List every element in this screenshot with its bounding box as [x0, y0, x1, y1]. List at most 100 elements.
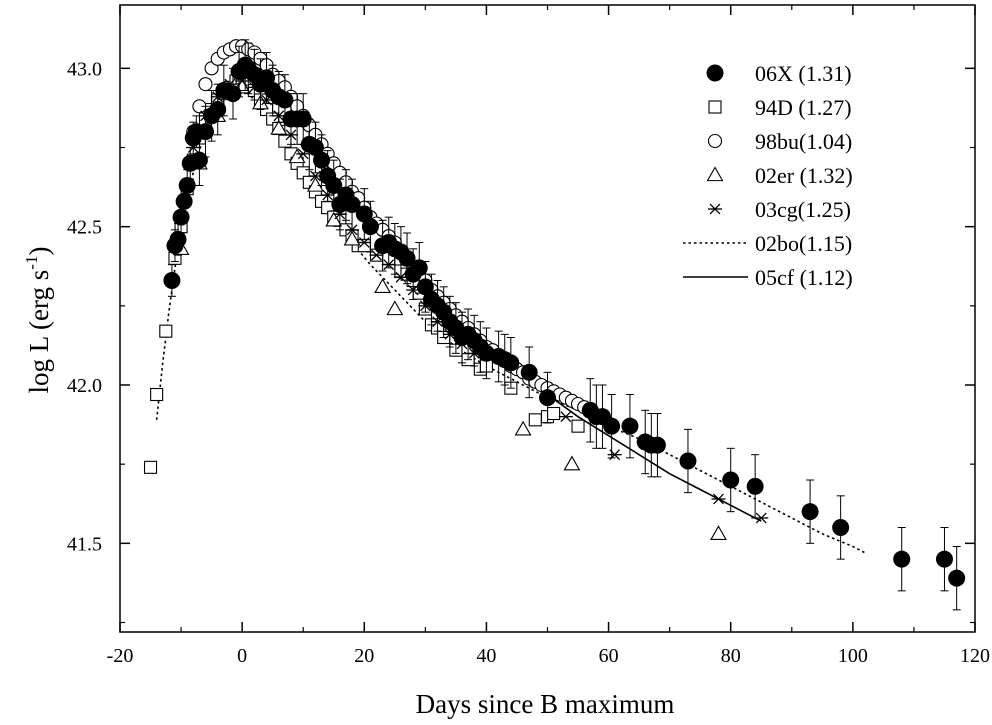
data-point-02er	[514, 420, 532, 436]
data-point-06x	[539, 389, 556, 407]
legend-swatch-marker	[706, 64, 724, 82]
legend-label: 06X (1.31)	[755, 61, 852, 86]
data-point-06x	[178, 177, 196, 194]
data-point-02er	[563, 455, 581, 471]
x-axis: -20 0 20 40 60 80 100 120	[107, 5, 990, 667]
y-axis-label-main: log L (erg s	[24, 270, 54, 394]
legend-label: 98bu(1.04)	[755, 129, 852, 154]
x-tick-label: 100	[838, 645, 868, 667]
legend-swatch-marker	[706, 166, 724, 182]
x-tick-label: 60	[599, 645, 619, 667]
data-point-94d	[571, 419, 585, 433]
data-point-94d	[528, 413, 542, 427]
legend-swatch-marker	[707, 133, 723, 149]
data-point-06x	[935, 550, 953, 568]
data-point-02er	[374, 278, 392, 294]
y-tick-label: 43.0	[67, 58, 102, 80]
asterisk-stroke	[560, 411, 572, 423]
data-point-02er	[343, 230, 361, 246]
data-point-94d	[159, 324, 173, 338]
data-point-06x	[355, 205, 373, 223]
data-point-03cg125	[558, 411, 573, 423]
data-point-06x	[621, 417, 639, 435]
plot-area	[143, 39, 966, 611]
data-point-06x	[190, 151, 208, 169]
data-point-94d	[143, 460, 158, 474]
legend-entry-94d: 94D (1.27)	[708, 95, 852, 120]
legend-label: 05cf (1.12)	[755, 265, 853, 290]
legend-entry-02bo115: 02bo(1.15)	[683, 231, 852, 256]
data-point-06x	[679, 452, 697, 470]
data-point-06x	[398, 249, 416, 267]
series-02er	[172, 78, 727, 541]
legend-entry-03cg125: 03cg(1.25)	[708, 197, 851, 222]
data-point-94d	[547, 406, 561, 421]
asterisk-stroke	[755, 512, 767, 524]
x-tick-label: -20	[107, 645, 134, 667]
data-point-02er	[306, 176, 324, 192]
x-axis-label: Days since B maximum	[416, 689, 675, 719]
legend-entry-06x: 06X (1.31)	[706, 61, 852, 86]
data-point-02er	[270, 119, 288, 135]
data-point-06x	[361, 218, 379, 236]
x-tick-label: 80	[721, 645, 741, 667]
data-point-06x	[294, 110, 312, 128]
legend-entry-98bu104: 98bu(1.04)	[707, 129, 852, 154]
data-point-06x	[343, 196, 361, 213]
legend-swatch-marker	[708, 203, 722, 215]
data-point-06x	[306, 139, 324, 156]
data-point-06x	[209, 101, 227, 118]
data-point-02er	[710, 525, 727, 541]
x-tick-label: 20	[354, 645, 374, 667]
x-tick-label: 0	[237, 645, 247, 667]
legend: 06X (1.31) 94D (1.27) 98bu(1.04) 02er (1.32…	[683, 61, 853, 290]
data-point-06x	[410, 259, 428, 277]
data-point-06x	[258, 69, 276, 87]
data-point-06x	[520, 363, 538, 381]
data-point-94d	[150, 387, 164, 402]
legend-entry-02er: 02er (1.32)	[706, 163, 853, 188]
data-point-06x	[722, 471, 740, 489]
data-point-06x	[325, 177, 343, 194]
y-axis-label-sup: -1	[22, 256, 41, 270]
data-point-06x	[313, 151, 331, 169]
data-point-06x	[416, 278, 434, 296]
data-point-03cg125	[711, 493, 726, 505]
legend-label: 02er (1.32)	[755, 163, 853, 188]
legend-label: 03cg(1.25)	[755, 197, 851, 222]
data-point-06x	[502, 354, 520, 372]
data-point-94d	[357, 239, 371, 253]
data-point-06x	[648, 436, 666, 454]
y-tick-label: 42.5	[67, 217, 102, 239]
data-point-06x	[832, 519, 850, 536]
data-point-06x	[169, 230, 187, 248]
data-point-06x	[603, 417, 621, 435]
data-point-06x	[801, 503, 819, 521]
data-point-06x	[197, 123, 214, 141]
series-06x	[163, 39, 966, 611]
x-tick-label: 120	[960, 645, 990, 667]
data-point-06x	[224, 85, 242, 103]
data-point-06x	[893, 550, 911, 568]
data-point-98bu104	[198, 77, 213, 92]
data-point-06x	[948, 569, 966, 587]
y-axis-label: log L (erg s-1)	[22, 247, 54, 394]
data-point-02er	[325, 211, 343, 227]
legend-label: 02bo(1.15)	[755, 231, 852, 256]
y-tick-label: 42.0	[67, 375, 102, 397]
y-tick-label: 41.5	[67, 533, 102, 555]
data-point-06x	[163, 272, 181, 289]
data-point-02er	[386, 300, 404, 316]
y-axis: 41.5 42.0 42.5 43.0	[67, 58, 975, 624]
series-03cg125	[186, 75, 769, 524]
x-tick-label: 40	[476, 645, 496, 667]
y-axis-label-close: )	[24, 247, 54, 256]
legend-entry-05cf: 05cf (1.12)	[683, 265, 853, 290]
data-point-06x	[276, 91, 294, 109]
legend-label: 94D (1.27)	[755, 95, 852, 120]
data-point-06x	[746, 477, 764, 495]
asterisk-stroke	[709, 203, 721, 215]
legend-swatch-marker	[708, 100, 722, 114]
asterisk-stroke	[713, 493, 724, 505]
